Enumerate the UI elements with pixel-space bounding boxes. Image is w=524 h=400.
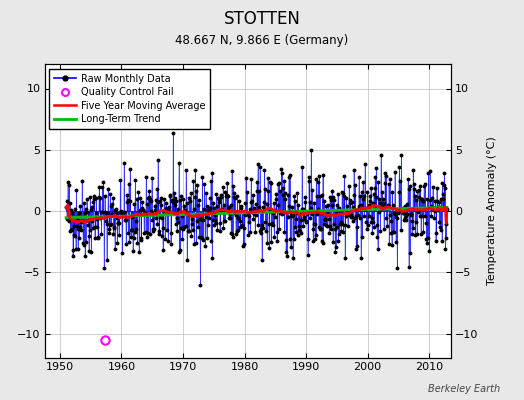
Y-axis label: Temperature Anomaly (°C): Temperature Anomaly (°C) [486, 137, 497, 285]
Legend: Raw Monthly Data, Quality Control Fail, Five Year Moving Average, Long-Term Tren: Raw Monthly Data, Quality Control Fail, … [49, 69, 210, 129]
Text: STOTTEN: STOTTEN [224, 10, 300, 28]
Text: 48.667 N, 9.866 E (Germany): 48.667 N, 9.866 E (Germany) [176, 34, 348, 47]
Text: Berkeley Earth: Berkeley Earth [428, 384, 500, 394]
